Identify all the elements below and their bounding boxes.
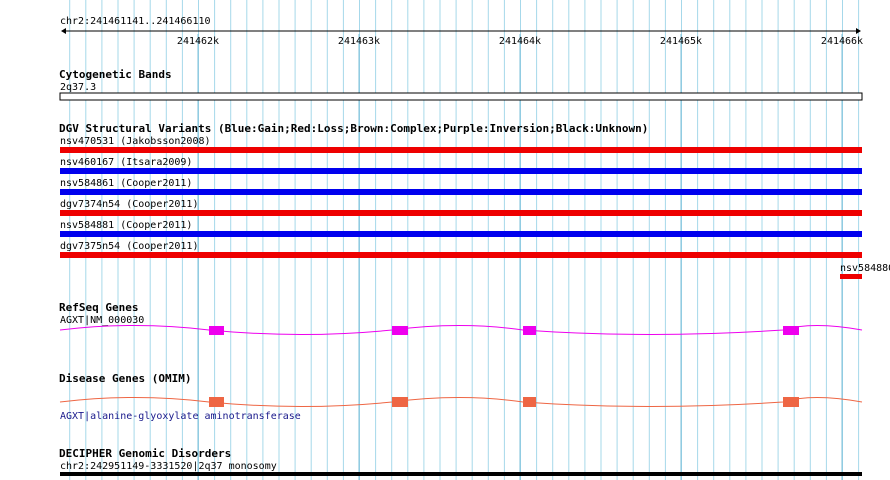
variant-label: dgv7374n54 (Cooper2011)	[60, 199, 198, 210]
variant-gain-bar[interactable]	[60, 168, 862, 174]
omim-gene-label: AGXT|alanine-glyoxylate aminotransferase	[60, 411, 301, 422]
decipher-track-title: DECIPHER Genomic Disorders	[59, 447, 231, 460]
omim-intron-line	[59, 397, 863, 407]
dgv-track[interactable]: DGV Structural Variants (Blue:Gain;Red:L…	[59, 122, 890, 279]
variant-label-partial: nsv584880	[840, 263, 890, 274]
ruler-track: chr2:241461141..241466110 241462k 241463…	[60, 16, 863, 47]
cytoband-feature[interactable]	[59, 92, 863, 101]
refseq-intron-line	[59, 325, 863, 335]
decipher-feature-label: chr2:242951149-3331520|2q37 monosomy	[60, 461, 277, 472]
refseq-exon[interactable]	[523, 326, 536, 335]
refseq-exon[interactable]	[392, 326, 408, 335]
omim-track-title: Disease Genes (OMIM)	[59, 372, 191, 385]
cytoband-track-title: Cytogenetic Bands	[59, 68, 172, 81]
ruler-tick-label: 241465k	[660, 36, 702, 47]
variant-gain-bar[interactable]	[60, 231, 862, 237]
variant-gain-bar[interactable]	[60, 189, 862, 195]
refseq-gene-label: AGXT|NM_000030	[60, 315, 144, 326]
variant-loss-bar-partial[interactable]	[840, 274, 862, 279]
ruler-tick-label: 241463k	[338, 36, 380, 47]
decipher-feature-bar[interactable]	[60, 472, 862, 476]
refseq-exon[interactable]	[783, 326, 799, 335]
refseq-exon[interactable]	[209, 326, 224, 335]
cytoband-track[interactable]: Cytogenetic Bands 2q37.3	[59, 68, 863, 101]
variant-loss-bar[interactable]	[60, 147, 862, 153]
cytoband-label: 2q37.3	[60, 82, 96, 93]
ruler-left-arrow-icon	[61, 28, 66, 34]
variant-label: dgv7375n54 (Cooper2011)	[60, 241, 198, 252]
ruler-ticks: 241462k 241463k 241464k 241465k 241466k	[177, 36, 863, 47]
ruler-tick-label: 241462k	[177, 36, 219, 47]
variant-label: nsv584861 (Cooper2011)	[60, 178, 192, 189]
omim-exon[interactable]	[392, 397, 408, 407]
omim-exon[interactable]	[523, 397, 536, 407]
variant-loss-bar[interactable]	[60, 210, 862, 216]
ruler-right-arrow-icon	[856, 28, 861, 34]
location-label: chr2:241461141..241466110	[60, 16, 211, 27]
ruler-tick-label: 241464k	[499, 36, 541, 47]
omim-exon[interactable]	[783, 397, 799, 407]
decipher-track[interactable]: DECIPHER Genomic Disorders chr2:24295114…	[59, 447, 862, 476]
omim-track[interactable]: Disease Genes (OMIM) AGXT|alanine-glyoxy…	[59, 372, 863, 422]
ruler-tick-label: 241466k	[821, 36, 863, 47]
variant-label: nsv584881 (Cooper2011)	[60, 220, 192, 231]
refseq-track[interactable]: RefSeq Genes AGXT|NM_000030	[59, 301, 863, 335]
variant-label: nsv460167 (Itsara2009)	[60, 157, 192, 168]
refseq-track-title: RefSeq Genes	[59, 301, 138, 314]
variant-label: nsv470531 (Jakobsson2008)	[60, 136, 211, 147]
omim-exon[interactable]	[209, 397, 224, 407]
variant-loss-bar[interactable]	[60, 252, 862, 258]
dgv-track-title: DGV Structural Variants (Blue:Gain;Red:L…	[59, 122, 648, 135]
